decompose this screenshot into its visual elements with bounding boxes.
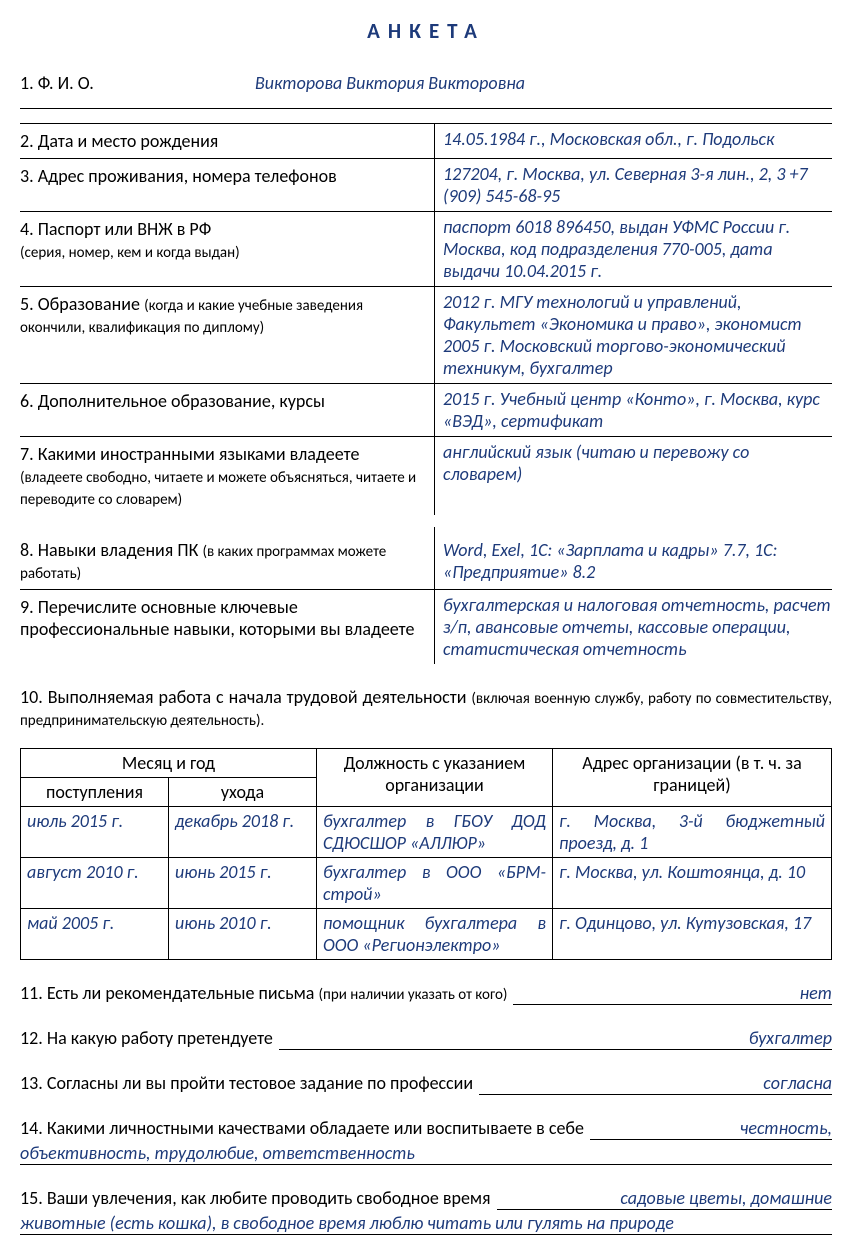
cell-end: июнь 2015 г. <box>169 858 317 909</box>
field-recommendations-label: 11. Есть ли рекомендательные письма (при… <box>20 982 513 1004</box>
field-recommendations-label-main: 11. Есть ли рекомендательные письма <box>20 982 319 1004</box>
field-languages-sublabel: (владеете свободно, читаете и можете объ… <box>20 469 416 509</box>
field-passport-label-main: 4. Паспорт или ВНЖ в РФ <box>20 218 211 240</box>
field-prof-skills: 9. Перечислите основные ключевые професс… <box>20 589 832 664</box>
cell-position: бухгалтер в ГБОУ ДОД СДЮСШОР «АЛЛЮР» <box>317 807 553 858</box>
field-education-label: 5. Образование (когда и какие учебные за… <box>20 287 435 383</box>
field-prof-skills-label: 9. Перечислите основные ключевые професс… <box>20 590 435 664</box>
cell-position: бухгалтер в ООО «БРМ-строй» <box>317 858 553 909</box>
field-passport-sublabel: (серия, номер, кем и когда выдан) <box>20 244 240 262</box>
table-row: июль 2015 г. декабрь 2018 г. бухгалтер в… <box>21 807 832 858</box>
field-passport: 4. Паспорт или ВНЖ в РФ (серия, номер, к… <box>20 211 832 286</box>
field-test-agreement-value: согласна <box>479 1072 832 1095</box>
field-personal-qualities: 14. Какими личностными качествами облада… <box>20 1117 832 1165</box>
cell-address: г. Москва, ул. Коштоянца, д. 10 <box>553 858 832 909</box>
field-prof-skills-value: бухгалтерская и налоговая отчетность, ра… <box>435 590 832 664</box>
field-fio: 1. Ф. И. О. Викторова Виктория Викторовн… <box>20 72 832 94</box>
field-birth-value: 14.05.1984 г., Московская обл., г. Подол… <box>435 124 832 158</box>
cell-position: помощник бухгалтера в ООО «Регионэлектро… <box>317 909 553 960</box>
field-passport-value: паспорт 6018 896450, выдан УФМС России г… <box>435 212 832 286</box>
field-languages: 7. Какими иностранными языками владеете … <box>20 436 832 515</box>
cell-address: г. Одинцово, ул. Кутузовская, 17 <box>553 909 832 960</box>
field-fio-value: Викторова Виктория Викторовна <box>255 72 832 94</box>
table-header-address: Адрес организации (в т. ч. за границей) <box>553 749 832 807</box>
field-hobbies-value-1: садовые цветы, домашние <box>497 1187 832 1210</box>
table-header-end: ухода <box>169 778 317 807</box>
field-work-history-label: 10. Выполняемая работа с начала трудовой… <box>20 686 832 730</box>
table-row: август 2010 г. июнь 2015 г. бухгалтер в … <box>21 858 832 909</box>
table-row: май 2005 г. июнь 2010 г. помощник бухгал… <box>21 909 832 960</box>
field-pc-skills-value: Word, Exel, 1С: «Зарплата и кадры» 7.7, … <box>435 527 832 589</box>
cell-start: август 2010 г. <box>21 858 169 909</box>
form-title: АНКЕТА <box>20 18 832 44</box>
field-personal-qualities-label: 14. Какими личностными качествами облада… <box>20 1117 590 1139</box>
field-pc-skills-label: 8. Навыки владения ПК (в каких программа… <box>20 527 435 589</box>
field-pc-skills-label-main: 8. Навыки владения ПК <box>20 539 202 561</box>
field-work-history: 10. Выполняемая работа с начала трудовой… <box>20 686 832 960</box>
field-pc-skills: 8. Навыки владения ПК (в каких программа… <box>20 515 832 589</box>
cell-address: г. Москва, 3-й бюджетный проезд, д. 1 <box>553 807 832 858</box>
work-history-table: Месяц и год Должность с указанием органи… <box>20 748 832 960</box>
field-education-value: 2012 г. МГУ технологий и управлений, Фак… <box>435 287 832 383</box>
field-fio-label: 1. Ф. И. О. <box>20 72 255 94</box>
cell-end: декабрь 2018 г. <box>169 807 317 858</box>
field-education: 5. Образование (когда и какие учебные за… <box>20 286 832 383</box>
field-desired-job-value: бухгалтер <box>279 1027 832 1050</box>
table-header-position: Должность с указанием организации <box>317 749 553 807</box>
field-personal-qualities-value-1: честность, <box>590 1117 832 1140</box>
field-languages-label: 7. Какими иностранными языками владеете … <box>20 437 435 515</box>
field-recommendations-value: нет <box>513 982 832 1005</box>
field-hobbies-label: 15. Ваши увлечения, как любите проводить… <box>20 1187 497 1209</box>
field-desired-job: 12. На какую работу претендуете бухгалте… <box>20 1027 832 1050</box>
field-recommendations: 11. Есть ли рекомендательные письма (при… <box>20 982 832 1005</box>
cell-start: май 2005 г. <box>21 909 169 960</box>
field-courses-value: 2015 г. Учебный центр «Конто», г. Москва… <box>435 384 832 436</box>
field-courses: 6. Дополнительное образование, курсы 201… <box>20 383 832 436</box>
cell-end: июнь 2010 г. <box>169 909 317 960</box>
field-passport-label: 4. Паспорт или ВНЖ в РФ (серия, номер, к… <box>20 212 435 286</box>
field-birth: 2. Дата и место рождения 14.05.1984 г., … <box>20 123 832 158</box>
table-header-start: поступления <box>21 778 169 807</box>
field-courses-label: 6. Дополнительное образование, курсы <box>20 384 435 436</box>
field-desired-job-label: 12. На какую работу претендуете <box>20 1027 279 1049</box>
field-test-agreement-label: 13. Согласны ли вы пройти тестовое задан… <box>20 1072 479 1094</box>
field-address: 3. Адрес проживания, номера телефонов 12… <box>20 158 832 211</box>
field-recommendations-sublabel: (при наличии указать от кого) <box>319 986 508 1004</box>
field-address-label: 3. Адрес проживания, номера телефонов <box>20 159 435 211</box>
field-hobbies: 15. Ваши увлечения, как любите проводить… <box>20 1187 832 1235</box>
field-education-label-main: 5. Образование <box>20 293 144 315</box>
field-personal-qualities-value-2: объективность, трудолюбие, ответственнос… <box>20 1142 832 1165</box>
field-languages-value: английский язык (читаю и перевожу со сло… <box>435 437 832 515</box>
field-address-value: 127204, г. Москва, ул. Северная 3-я лин.… <box>435 159 832 211</box>
field-birth-label: 2. Дата и место рождения <box>20 124 435 158</box>
field-languages-label-main: 7. Какими иностранными языками владеете <box>20 443 359 465</box>
table-header-month-year: Месяц и год <box>21 749 317 778</box>
cell-start: июль 2015 г. <box>21 807 169 858</box>
field-work-history-label-main: 10. Выполняемая работа с начала трудовой… <box>20 686 471 708</box>
field-test-agreement: 13. Согласны ли вы пройти тестовое задан… <box>20 1072 832 1095</box>
field-hobbies-value-2: животные (есть кошка), в свободное время… <box>20 1212 832 1235</box>
